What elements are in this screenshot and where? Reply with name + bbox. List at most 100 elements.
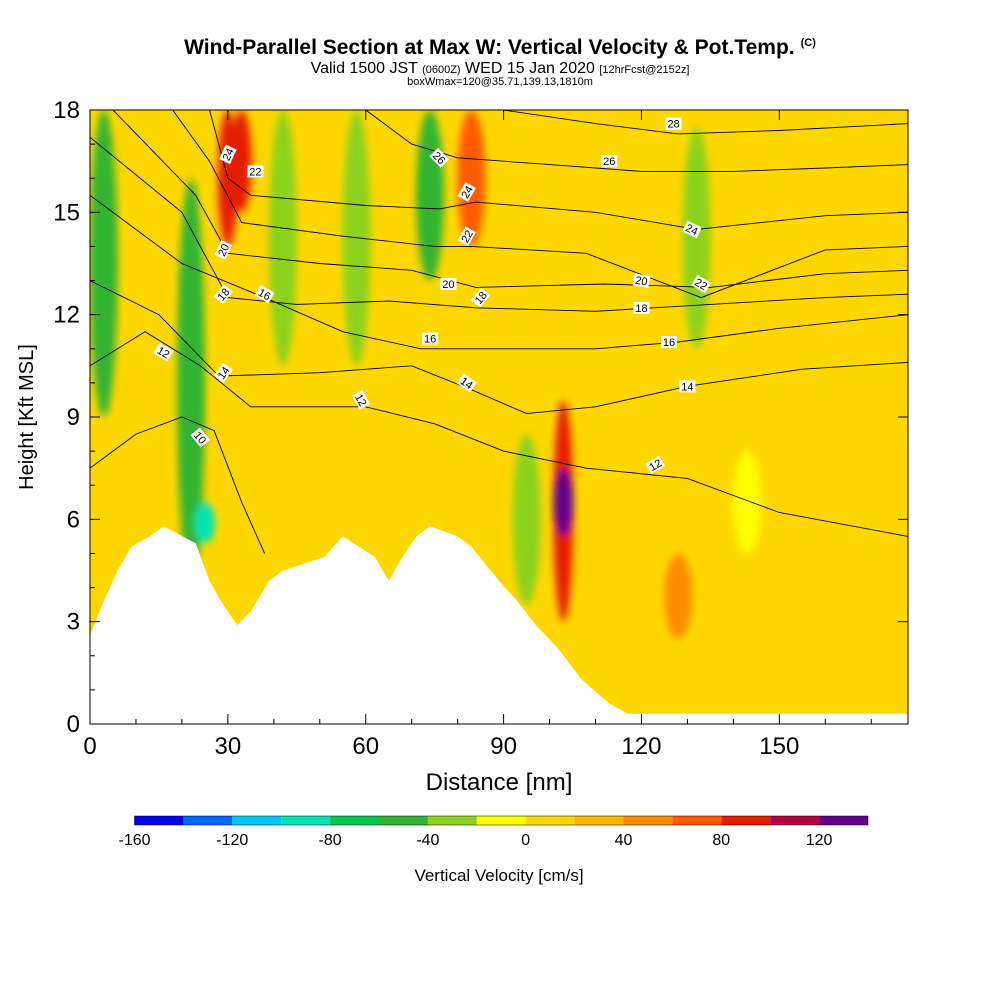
colorbar-tick-label: 40	[615, 832, 633, 849]
chart-title: Wind-Parallel Section at Max W: Vertical…	[0, 36, 1000, 60]
colorbar-swatch	[819, 816, 868, 825]
contour-label-23: 26	[601, 155, 618, 168]
theta-contour-12	[90, 331, 908, 537]
colorbar-tick-label: -160	[118, 832, 150, 849]
contour-label-17: 22	[457, 226, 476, 247]
theta-contour-16	[90, 194, 908, 350]
colorbar-swatch	[330, 816, 379, 825]
velocity-plume-7	[416, 110, 445, 281]
terrain-fill	[90, 526, 908, 724]
contour-label-16: 22	[247, 165, 264, 178]
contour-label-bg	[247, 165, 264, 178]
contour-label-text: 12	[352, 392, 369, 409]
contour-label-bg	[213, 362, 233, 383]
contour-label-bg	[254, 285, 275, 304]
colorbar-tick-label: -120	[216, 832, 248, 849]
contour-label-19: 24	[219, 144, 237, 165]
contour-label-bg	[665, 117, 682, 130]
colorbar-tick-label: -40	[416, 832, 439, 849]
contour-label-bg	[351, 389, 371, 410]
contour-label-6: 14	[679, 380, 696, 393]
contour-label-text: 16	[424, 334, 436, 346]
colorbar-swatch	[770, 816, 820, 825]
contour-label-text: 20	[442, 279, 454, 291]
contour-label-bg	[691, 274, 712, 294]
x-tick-label: 30	[215, 733, 242, 760]
colorbar-tick-label: -80	[319, 832, 342, 849]
contour-label-21: 24	[682, 220, 702, 239]
contour-label-text: 20	[216, 242, 232, 258]
contour-label-bg	[601, 155, 618, 168]
x-tick-label: 0	[83, 733, 96, 760]
contour-label-18: 22	[691, 274, 712, 294]
colorbar-swatch	[672, 816, 722, 825]
valid-date: WED 15 Jan 2020	[465, 60, 595, 77]
contour-label-bg	[153, 343, 174, 362]
contour-label-14: 20	[440, 278, 457, 291]
box-info: boxWmax=120@35.71,139.13,1810m	[407, 76, 593, 88]
contour-label-bg	[457, 181, 476, 202]
velocity-plume-4	[231, 110, 252, 213]
contour-label-bg	[633, 301, 650, 314]
contour-label-bg	[457, 226, 476, 247]
x-tick-label: 150	[759, 733, 799, 760]
contour-label-bg	[440, 278, 457, 290]
contour-label-bg	[422, 332, 439, 345]
axes: 0 30 60 90 120 150 0 3 6 9 12 15 18	[53, 97, 908, 760]
colorbar-swatch	[379, 816, 428, 825]
contour-label-24: 28	[665, 117, 682, 131]
contour-label-text: 28	[667, 119, 679, 131]
contour-label-text: 18	[635, 303, 647, 315]
contour-label-15: 20	[632, 273, 651, 289]
contour-label-2: 12	[351, 389, 371, 410]
velocity-plume-2	[194, 502, 215, 544]
contour-label-text: 22	[249, 166, 261, 178]
colorbar: -160 -120 -80 -40 0 40 80 120	[118, 815, 869, 849]
theta-contour-18	[90, 136, 908, 312]
x-tick-label: 90	[490, 733, 517, 760]
y-tick-label: 3	[67, 609, 80, 636]
contour-label-text: 22	[459, 228, 476, 245]
velocity-plume-14	[733, 451, 762, 554]
valid-utc: (0600Z)	[422, 64, 461, 76]
contour-label-4: 14	[213, 362, 233, 383]
contour-label-text: 16	[256, 287, 273, 304]
valid-time: Valid 1500 JST	[310, 60, 418, 77]
contour-label-bg	[219, 144, 237, 165]
contour-label-text: 12	[155, 345, 172, 362]
theta-contour-28	[503, 110, 908, 135]
chart-subtitle: Valid 1500 JST (0600Z) WED 15 Jan 2020 […	[0, 60, 1000, 78]
copyright-mark: (C)	[800, 37, 816, 49]
contour-label-bg	[682, 220, 702, 239]
contour-label-text: 24	[683, 222, 699, 238]
colorbar-tick-label: 80	[712, 832, 730, 849]
contour-label-8: 16	[422, 332, 439, 346]
forecast-info: [12hrFcst@2152z]	[599, 64, 690, 76]
x-tick-label: 60	[352, 733, 379, 760]
velocity-plume-12	[664, 553, 693, 639]
colorbar-swatch	[134, 816, 184, 825]
colorbar-swatch	[476, 816, 526, 825]
contour-label-bg	[470, 287, 491, 308]
velocity-plume-0	[90, 110, 118, 417]
contour-label-bg	[632, 273, 651, 288]
contour-label-bg	[456, 373, 477, 393]
contour-label-bg	[645, 455, 666, 474]
colorbar-swatch	[721, 816, 771, 825]
contour-label-text: 24	[221, 147, 237, 163]
contour-label-20: 24	[457, 181, 476, 202]
contour-label-9: 16	[661, 336, 677, 349]
theta-contour-22	[172, 110, 908, 299]
colorbar-swatch	[427, 816, 477, 825]
colorbar-tick-label: 0	[521, 832, 530, 849]
contour-label-bg	[429, 147, 450, 168]
contour-label-text: 14	[458, 375, 475, 392]
contour-label-text: 12	[647, 457, 664, 474]
contour-label-text: 22	[692, 277, 709, 294]
velocity-plume-5	[269, 110, 298, 366]
y-tick-label: 0	[67, 711, 80, 738]
contour-label-bg	[679, 380, 696, 393]
contour-label-3: 12	[645, 455, 666, 474]
contour-label-bg	[190, 427, 211, 448]
